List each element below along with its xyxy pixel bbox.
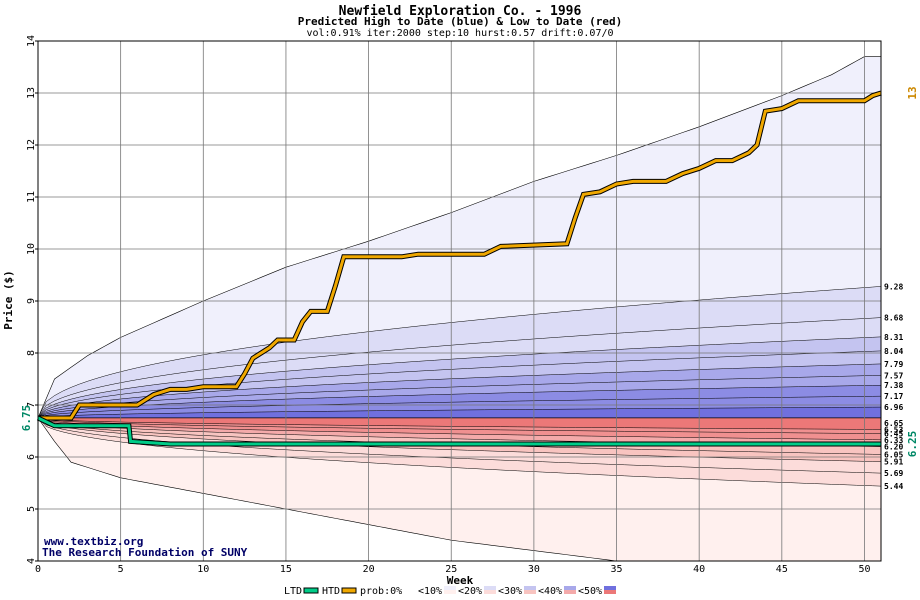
legend-swatch-high: [564, 586, 576, 590]
lower-band: [37, 417, 882, 430]
y-tick-label: 14: [26, 35, 37, 47]
y-tick-label: 9: [26, 298, 37, 304]
lower-band-end-label: 6.53: [884, 425, 903, 434]
legend-swatch-low: [564, 590, 576, 594]
end-high-label: 13: [906, 86, 919, 99]
upper-band-end-label: 7.38: [884, 381, 903, 390]
y-axis-label: Price ($): [2, 270, 15, 330]
x-ticks: 0 5 10 15 20 25 30 35 40 45 50: [35, 564, 871, 575]
legend-swatch-ltd: [303, 587, 319, 594]
legend-item-label: <20%: [458, 586, 482, 597]
x-tick-label: 25: [445, 564, 457, 575]
lower-band-end-label: 6.20: [884, 443, 903, 452]
upper-band-end-label: 7.57: [884, 371, 903, 380]
x-tick-label: 45: [776, 564, 788, 575]
legend-item-label: <50%: [578, 586, 602, 597]
series-line-ltd: [37, 416, 881, 446]
upper-band-end-label: 7.79: [884, 360, 903, 369]
probability-bands: [37, 56, 882, 562]
x-axis-label: Week: [447, 574, 474, 587]
y-tick-label: 13: [26, 87, 37, 99]
lower-band-end-label: 6.33: [884, 436, 903, 445]
legend-item-label: HTD: [322, 586, 340, 597]
credit-url: www.textbiz.org: [44, 535, 143, 548]
lower-band-end-label: 6.45: [884, 430, 903, 439]
upper-band-end-label: 8.04: [884, 347, 903, 356]
y-tick-label: 5: [26, 506, 37, 512]
x-tick-label: 35: [611, 564, 623, 575]
legend-swatch-low: [484, 590, 496, 594]
x-tick-label: 0: [35, 564, 41, 575]
legend-item-label: <10%: [418, 586, 442, 597]
upper-band-end-label: 8.31: [884, 333, 903, 342]
legend-swatch-high: [604, 586, 616, 590]
series-lines: [36, 90, 882, 447]
lower-band-end-label: 6.05: [884, 450, 903, 459]
legend-swatch-high: [524, 586, 536, 590]
chart-title: Newfield Exploration Co. - 1996: [339, 4, 582, 19]
legend: LTD HTD prob:0% <10% <20% <30% <40% <50%: [284, 586, 616, 597]
legend-swatch-high: [444, 586, 456, 590]
y-tick-label: 12: [26, 139, 37, 151]
legend-item-label: <30%: [498, 586, 522, 597]
y-tick-label: 4: [26, 558, 37, 564]
upper-band: [37, 406, 882, 419]
simulation-params: vol:0.91% iter:2000 step:10 hurst:0.57 d…: [306, 28, 613, 39]
legend-swatch-low: [524, 590, 536, 594]
x-tick-label: 50: [858, 564, 870, 575]
y-ticks: 4 5 6 7 8 9 10 11 12 13 14: [26, 35, 38, 564]
y-tick-label: 6: [26, 454, 37, 460]
legend-swatch-high: [404, 586, 416, 590]
legend-swatch-low: [604, 590, 616, 594]
y-tick-label: 7: [26, 402, 37, 408]
y-tick-label: 10: [26, 243, 37, 255]
upper-band-end-label: 7.17: [884, 392, 903, 401]
chart-subtitle: Predicted High to Date (blue) & Low to D…: [298, 15, 623, 28]
end-low-label: 6.25: [906, 431, 919, 458]
y-tick-label: 11: [26, 191, 37, 203]
upper-band-end-label: 9.28: [884, 282, 903, 291]
legend-item-label: LTD: [284, 586, 302, 597]
upper-band-end-label: 8.68: [884, 314, 903, 323]
x-tick-label: 20: [363, 564, 375, 575]
legend-swatch-low: [404, 590, 416, 594]
band-end-labels: 9.28 8.68 8.31 8.04 7.79 7.577.38 7.17 6.96 6.65…: [884, 282, 903, 491]
x-tick-label: 30: [528, 564, 540, 575]
legend-item-label: <40%: [538, 586, 562, 597]
credit-org: The Research Foundation of SUNY: [42, 546, 248, 559]
start-price-label: 6.75: [20, 405, 33, 432]
x-tick-label: 5: [118, 564, 124, 575]
x-tick-label: 15: [280, 564, 292, 575]
y-tick-label: 8: [26, 350, 37, 356]
legend-swatch-low: [444, 590, 456, 594]
series-line-htd: [38, 91, 882, 420]
lower-band-end-label: 5.69: [884, 469, 903, 478]
lower-band-end-label: 5.91: [884, 458, 903, 467]
legend-swatch-high: [484, 586, 496, 590]
upper-band-end-label: 6.96: [884, 403, 903, 412]
legend-swatch-htd: [341, 587, 357, 594]
legend-item-label: prob:0%: [360, 586, 402, 597]
x-tick-label: 40: [693, 564, 705, 575]
upper-band-end-label: 6.65: [884, 419, 903, 428]
x-tick-label: 10: [197, 564, 209, 575]
lower-band-end-label: 5.44: [884, 482, 903, 491]
